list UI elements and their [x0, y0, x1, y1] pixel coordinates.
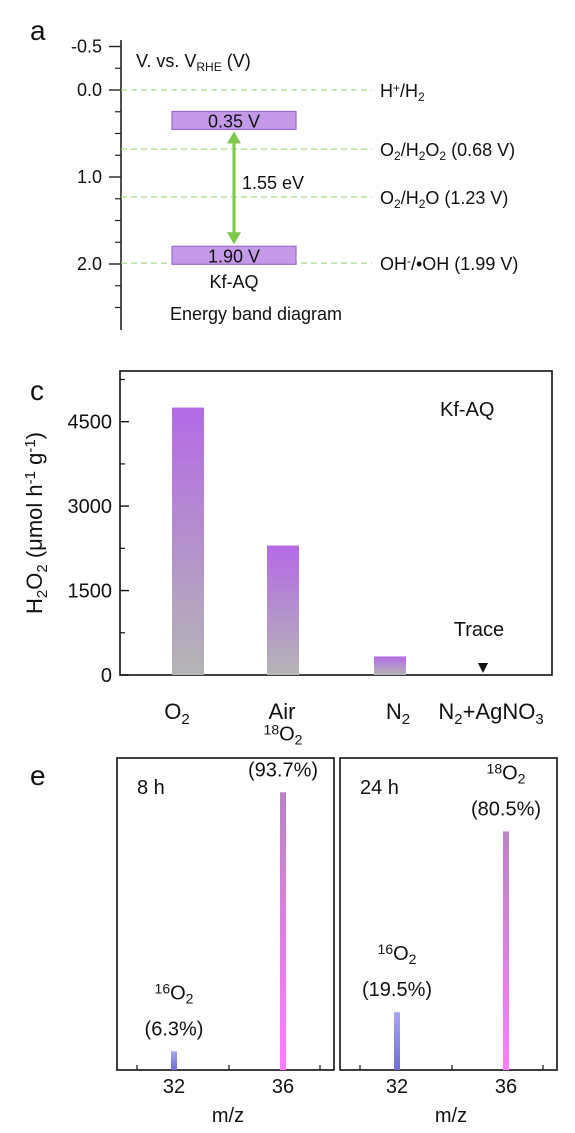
panel-c-bar-chart: c H2O2 (μmol h-1 g-1) Kf-AQ 0 1500 3000 450… — [22, 370, 553, 728]
panel-c-x-labels: O2 Air N2 N2+AgNO3 — [164, 699, 543, 728]
panel-e-x-axis-label: m/z — [435, 1105, 467, 1127]
panel-c-bars: Trace — [172, 407, 504, 675]
panel-e-tick-label: 36 — [272, 1076, 294, 1098]
panel-a-tick-label: 2.0 — [77, 254, 102, 274]
panel-a-valence-band-label: 1.90 V — [208, 246, 260, 266]
panel-a-tick-label: 1.0 — [77, 167, 102, 187]
panel-c-legend: Kf-AQ — [440, 399, 494, 421]
panel-e-peak — [280, 792, 286, 1070]
panel-a-reference-levels: H+/H2 O2/H2O2 (0.68 V) O2/H2O (1.23 V) OH-/… — [121, 81, 518, 274]
panel-e-peak — [171, 1051, 177, 1070]
panel-a-conduction-band-bar — [171, 110, 297, 131]
panel-a-letter: a — [30, 15, 46, 46]
panel-a-reference-label: O2/H2O (1.23 V) — [380, 188, 508, 211]
panel-e-x-axis-label: m/z — [212, 1105, 244, 1127]
panel-e-tick-label: 32 — [386, 1076, 408, 1098]
panel-c-tick-label: 3000 — [68, 496, 113, 518]
panel-e-peak — [503, 831, 509, 1070]
panel-a-material-label: Kf-AQ — [209, 272, 258, 292]
panel-e-subplot: 8 h 32 36 m/z 16O2 (6.3%) 18O2 (93.7%) — [116, 721, 335, 1127]
panel-c-letter: c — [30, 375, 44, 406]
panel-e-subplot: 24 h 32 36 m/z 16O2 (19.5%) 18O2 (80.5%) — [339, 757, 558, 1127]
panel-a-caption: Energy band diagram — [170, 304, 342, 324]
panel-e-peak — [394, 1012, 400, 1070]
panel-a-tick-label: -0.5 — [71, 37, 102, 57]
panel-a-gap-arrow-head-down — [227, 232, 241, 245]
panel-c-category-label: N2 — [386, 699, 410, 728]
panel-e-isotope-label: 16O2 — [155, 980, 194, 1006]
panel-c-tick-label: 4500 — [68, 412, 113, 434]
panel-a-axis-title: V. vs. VRHE (V) — [136, 51, 251, 74]
panel-a-gap-arrow-head-up — [227, 131, 241, 144]
panel-c-category-label: Air — [269, 699, 296, 724]
panel-c-tick-label: 1500 — [68, 581, 113, 603]
panel-a-reference-label: O2/H2O2 (0.68 V) — [380, 140, 515, 163]
panel-a-bands: 0.35 V 1.90 V 1.55 eV Kf-AQ Energy band diag… — [170, 110, 342, 324]
panel-c-bar — [267, 545, 299, 675]
panel-e-percent-label: (80.5%) — [471, 798, 541, 820]
panel-c-bar — [172, 407, 204, 675]
panel-a-ticks: -0.5 0.0 1.0 2.0 — [71, 37, 121, 309]
panel-e-tick-label: 32 — [163, 1076, 185, 1098]
panel-c-category-label: N2+AgNO3 — [438, 699, 543, 728]
panel-c-tick-label: 0 — [101, 665, 112, 687]
panel-c-ticks: 0 1500 3000 4500 — [68, 378, 129, 687]
panel-a-tick-label: 0.0 — [77, 80, 102, 100]
panel-a-gap-label: 1.55 eV — [242, 173, 304, 193]
panel-c-trace-label: Trace — [454, 619, 504, 641]
panel-e-time-label: 24 h — [360, 777, 399, 799]
panel-e-frame — [339, 757, 558, 1071]
panel-a-reference-label: OH-/•OH (1.99 V) — [380, 254, 518, 274]
panel-c-y-axis-label: H2O2 (μmol h-1 g-1) — [22, 432, 51, 614]
panel-e-letter: e — [30, 760, 46, 791]
panel-e-isotope-label: 18O2 — [264, 721, 303, 747]
panel-a-conduction-band-label: 0.35 V — [208, 111, 260, 131]
panel-e-frame — [116, 757, 335, 1071]
panel-e-isotope-label: 16O2 — [378, 941, 417, 967]
panel-e-time-label: 8 h — [137, 777, 165, 799]
panel-c-category-label: O2 — [164, 699, 189, 728]
panel-a-energy-band: a V. vs. VRHE (V) -0.5 0.0 1.0 2.0 H+/H2 O2/… — [30, 15, 518, 330]
panel-e-percent-label: (93.7%) — [248, 759, 318, 781]
panel-e-subplots: 8 h 32 36 m/z 16O2 (6.3%) 18O2 (93.7%) 24 h 32 36 m… — [116, 721, 558, 1127]
panel-c-bar — [374, 656, 406, 675]
panel-e-isotope-label: 18O2 — [487, 760, 526, 786]
panel-c-plot-frame — [119, 370, 553, 676]
panel-e-tick-label: 36 — [495, 1076, 517, 1098]
panel-a-reference-label: H+/H2 — [380, 81, 425, 104]
panel-e-mass-spectra: e 8 h 32 36 m/z 16O2 (6.3%) 18O2 (93.7%) 24 h 32 3… — [30, 721, 558, 1127]
panel-a-valence-band-bar — [171, 245, 297, 265]
panel-e-percent-label: (19.5%) — [362, 979, 432, 1001]
panel-e-percent-label: (6.3%) — [145, 1018, 204, 1040]
panel-c-trace-marker — [478, 663, 488, 673]
